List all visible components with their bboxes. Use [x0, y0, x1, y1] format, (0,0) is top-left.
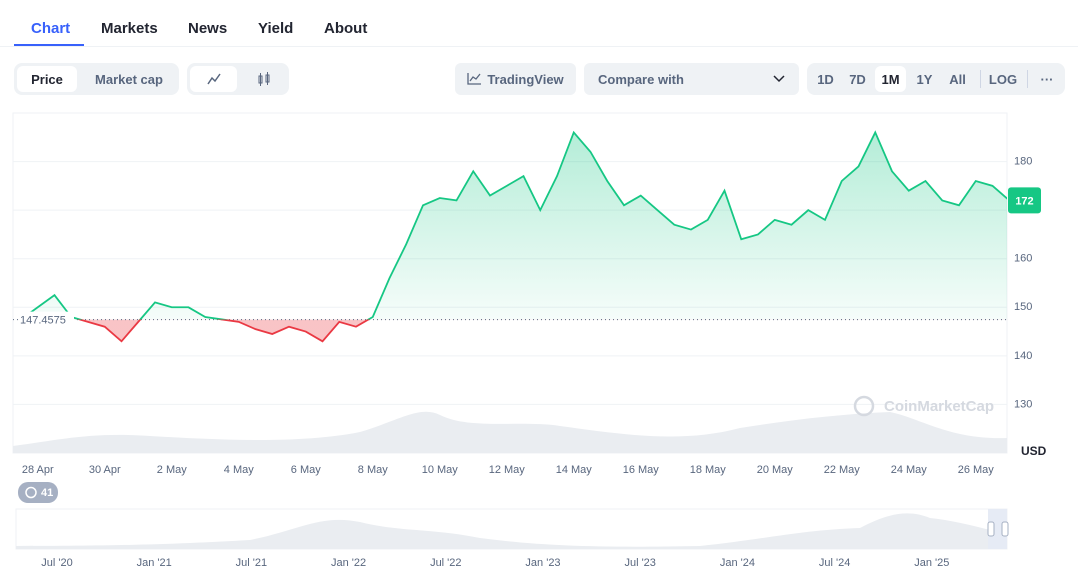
line-icon: [206, 73, 221, 85]
x-tick-label: 20 May: [757, 464, 794, 476]
more-button[interactable]: ···: [1040, 71, 1054, 87]
separator: [1027, 70, 1028, 88]
tab[interactable]: Chart: [31, 20, 71, 37]
navigator-label: Jan '25: [914, 557, 949, 569]
range-button[interactable]: 1M: [875, 66, 906, 92]
range-group: [807, 63, 1065, 95]
navigator: [15, 508, 1009, 550]
x-tick-label: 12 May: [489, 464, 526, 476]
y-tick-label: 160: [1014, 253, 1032, 265]
tab[interactable]: News: [188, 20, 228, 37]
tv-icon: [467, 73, 482, 85]
chevron: [773, 75, 785, 83]
x-tick-label: 4 May: [224, 464, 254, 476]
x-tick-label: 28 Apr: [22, 464, 54, 476]
x-tick-label: 6 May: [291, 464, 321, 476]
line-button[interactable]: [190, 66, 237, 92]
y-tick-label: 180: [1014, 155, 1032, 167]
alert-badge[interactable]: 41: [18, 482, 58, 503]
price-button[interactable]: Price: [17, 66, 77, 92]
range-button[interactable]: All: [949, 71, 966, 87]
tab[interactable]: About: [324, 20, 368, 37]
x-tick-label: 26 May: [958, 464, 995, 476]
plot-frame: [12, 112, 1008, 454]
baseline-label-bg: [18, 311, 74, 328]
navigator-label: Jul '23: [624, 557, 655, 569]
x-tick-label: 24 May: [891, 464, 928, 476]
navigator-label: Jan '21: [137, 557, 172, 569]
price-area: [21, 132, 1007, 342]
watermark: CoinMarketCap: [853, 395, 994, 417]
compare-select[interactable]: Compare with: [584, 63, 799, 95]
watermark-text: CoinMarketCap: [884, 398, 994, 415]
tradingview-label: TradingView: [487, 71, 564, 87]
range-button[interactable]: 1D: [817, 71, 834, 87]
navigator-label: Jul '22: [430, 557, 461, 569]
price-line: [20, 130, 1007, 343]
tab-underline: [14, 44, 84, 46]
current-price-box: [1008, 187, 1041, 214]
volume-area: [13, 411, 1007, 453]
baseline-label: 147.4575: [20, 315, 66, 327]
tradingview-button[interactable]: TradingView: [455, 63, 576, 95]
x-tick-label: 10 May: [422, 464, 459, 476]
y-tick-label: 130: [1014, 398, 1032, 410]
compare-label: Compare with: [598, 71, 684, 87]
navigator-label: Jul '24: [819, 557, 850, 569]
market-cap-button[interactable]: Market cap: [95, 71, 163, 87]
candle-button[interactable]: [240, 66, 287, 92]
candle-icon: [258, 72, 269, 86]
y-tick-label: 150: [1014, 301, 1032, 313]
x-tick-label: 30 Apr: [89, 464, 121, 476]
navigator-label: Jan '22: [331, 557, 366, 569]
tab[interactable]: Markets: [101, 20, 158, 37]
separator: [980, 70, 981, 88]
y-tick-label: 140: [1014, 350, 1032, 362]
x-tick-label: 2 May: [157, 464, 187, 476]
x-tick-label: 18 May: [690, 464, 727, 476]
navigator-label: Jan '23: [525, 557, 560, 569]
log-button[interactable]: LOG: [988, 71, 1018, 87]
tab[interactable]: Yield: [258, 20, 294, 37]
navigator-label: Jul '20: [41, 557, 72, 569]
x-tick-label: 22 May: [824, 464, 861, 476]
tab-bar: [0, 46, 1078, 47]
range-button[interactable]: 7D: [849, 71, 866, 87]
x-tick-label: 16 May: [623, 464, 660, 476]
navigator-label: Jul '21: [236, 557, 267, 569]
badge-count: 41: [41, 487, 53, 499]
y-tick-label: 170: [1014, 204, 1032, 216]
current-price-label: 172: [1015, 195, 1033, 207]
y-unit: USD: [1021, 444, 1047, 458]
range-button[interactable]: 1Y: [916, 71, 933, 87]
x-tick-label: 14 May: [556, 464, 593, 476]
x-tick-label: 8 May: [358, 464, 388, 476]
navigator-label: Jan '24: [720, 557, 755, 569]
